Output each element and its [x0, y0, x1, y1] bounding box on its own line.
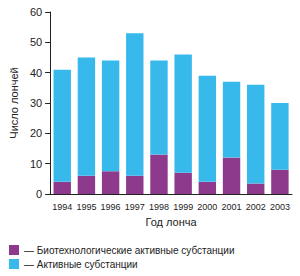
- svg-text:1998: 1998: [149, 202, 169, 212]
- svg-text:1995: 1995: [76, 202, 96, 212]
- svg-text:Число лончей: Число лончей: [8, 67, 20, 138]
- svg-text:2001: 2001: [222, 202, 242, 212]
- svg-text:— Биотехнологические активные: — Биотехнологические активные субстанции: [24, 245, 235, 256]
- svg-text:30: 30: [30, 97, 42, 109]
- svg-text:1996: 1996: [101, 202, 121, 212]
- svg-text:10: 10: [30, 158, 42, 170]
- svg-text:— Активные субстанции: — Активные субстанции: [24, 259, 138, 270]
- svg-text:Год лонча: Год лонча: [145, 216, 197, 228]
- svg-text:1994: 1994: [52, 202, 72, 212]
- svg-text:1999: 1999: [173, 202, 193, 212]
- svg-text:2003: 2003: [270, 202, 290, 212]
- svg-text:1997: 1997: [125, 202, 145, 212]
- svg-text:2000: 2000: [197, 202, 217, 212]
- svg-text:2002: 2002: [246, 202, 266, 212]
- svg-text:50: 50: [30, 36, 42, 48]
- svg-text:40: 40: [30, 67, 42, 79]
- svg-text:0: 0: [36, 188, 42, 200]
- svg-text:20: 20: [30, 127, 42, 139]
- svg-text:60: 60: [30, 6, 42, 18]
